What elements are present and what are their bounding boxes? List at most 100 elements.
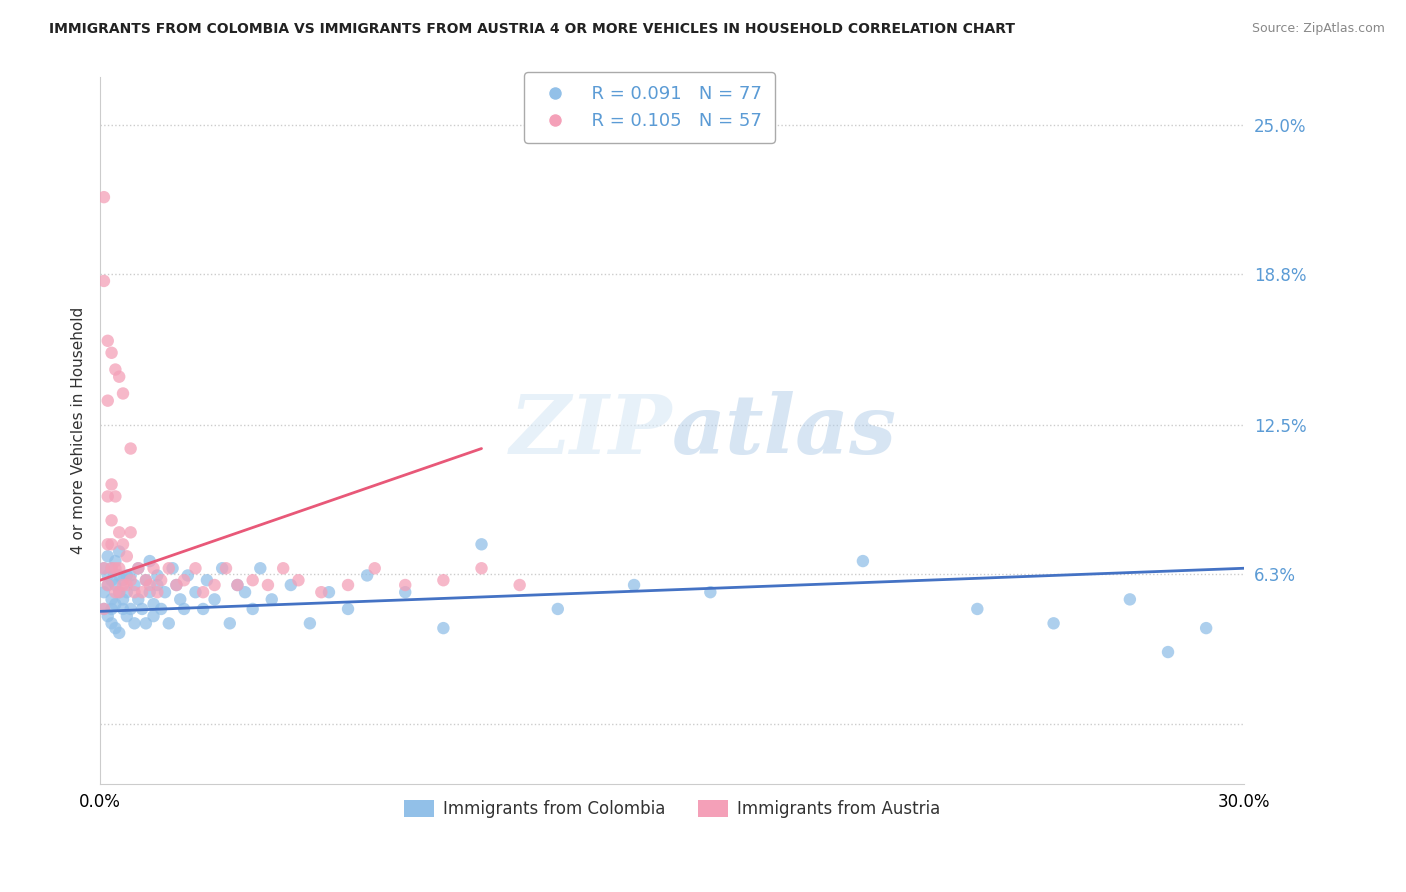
Point (127, 561, 149, 575)
Point (157, 561, 180, 575)
Point (249, 561, 271, 575)
Point (111, 592, 134, 607)
Point (138, 554, 160, 568)
Point (100, 616, 122, 631)
Point (138, 578, 160, 592)
Point (124, 585, 146, 599)
Point (157, 616, 180, 631)
Point (173, 602, 195, 616)
Point (298, 616, 321, 631)
Point (135, 573, 157, 587)
Point (215, 561, 238, 575)
Point (547, 602, 569, 616)
Point (108, 585, 131, 599)
Point (257, 578, 280, 592)
Point (111, 602, 134, 616)
Point (162, 561, 184, 575)
Point (470, 561, 492, 575)
Point (138, 585, 160, 599)
Point (287, 573, 309, 587)
Point (271, 561, 294, 575)
Point (165, 578, 187, 592)
Point (108, 525, 131, 540)
Point (100, 561, 122, 575)
Point (509, 578, 531, 592)
Point (337, 602, 360, 616)
Point (93, 602, 115, 616)
Point (135, 573, 157, 587)
Point (623, 578, 645, 592)
Point (120, 568, 142, 582)
Point (191, 602, 214, 616)
Point (394, 585, 416, 599)
Point (115, 609, 138, 624)
Point (100, 561, 122, 575)
Point (260, 592, 283, 607)
Point (115, 578, 138, 592)
Point (104, 362, 127, 376)
Point (470, 537, 492, 551)
Point (120, 602, 142, 616)
Point (127, 561, 149, 575)
Point (337, 578, 360, 592)
Point (204, 578, 226, 592)
Text: Source: ZipAtlas.com: Source: ZipAtlas.com (1251, 22, 1385, 36)
Text: IMMIGRANTS FROM COLOMBIA VS IMMIGRANTS FROM AUSTRIA 4 OR MORE VEHICLES IN HOUSEH: IMMIGRANTS FROM COLOMBIA VS IMMIGRANTS F… (49, 22, 1015, 37)
Point (150, 573, 173, 587)
Point (104, 578, 127, 592)
Point (104, 561, 127, 575)
Point (111, 573, 134, 587)
Point (1119, 592, 1142, 607)
Point (233, 585, 256, 599)
Point (97, 393, 120, 408)
Point (184, 585, 207, 599)
Point (108, 585, 131, 599)
Point (153, 585, 176, 599)
Point (93, 602, 115, 616)
Point (177, 568, 200, 582)
Point (142, 597, 165, 611)
Point (100, 345, 122, 359)
Text: ZIP: ZIP (509, 391, 672, 471)
Point (280, 578, 302, 592)
Point (142, 561, 165, 575)
Point (104, 621, 127, 635)
Point (108, 568, 131, 582)
Point (311, 585, 333, 599)
Point (115, 549, 138, 564)
Point (108, 626, 131, 640)
Point (173, 573, 195, 587)
Point (142, 609, 165, 624)
Point (93, 274, 115, 288)
Point (218, 616, 240, 631)
Point (195, 573, 218, 587)
Legend: Immigrants from Colombia, Immigrants from Austria: Immigrants from Colombia, Immigrants fro… (398, 793, 946, 825)
Point (211, 561, 233, 575)
Point (432, 621, 454, 635)
Point (131, 585, 153, 599)
Point (115, 568, 138, 582)
Point (104, 597, 127, 611)
Point (104, 585, 127, 599)
Point (191, 585, 214, 599)
Point (135, 616, 157, 631)
Point (226, 578, 249, 592)
Point (93, 561, 115, 575)
Point (699, 585, 721, 599)
Text: atlas: atlas (672, 391, 897, 471)
Point (100, 513, 122, 527)
Point (242, 602, 264, 616)
Point (108, 561, 131, 575)
Point (104, 490, 127, 504)
Point (93, 190, 115, 204)
Point (120, 442, 142, 456)
Point (100, 537, 122, 551)
Point (97, 578, 120, 592)
Point (146, 568, 169, 582)
Point (150, 602, 173, 616)
Point (111, 537, 134, 551)
Point (394, 578, 416, 592)
Point (115, 585, 138, 599)
Point (131, 602, 153, 616)
Point (852, 554, 875, 568)
